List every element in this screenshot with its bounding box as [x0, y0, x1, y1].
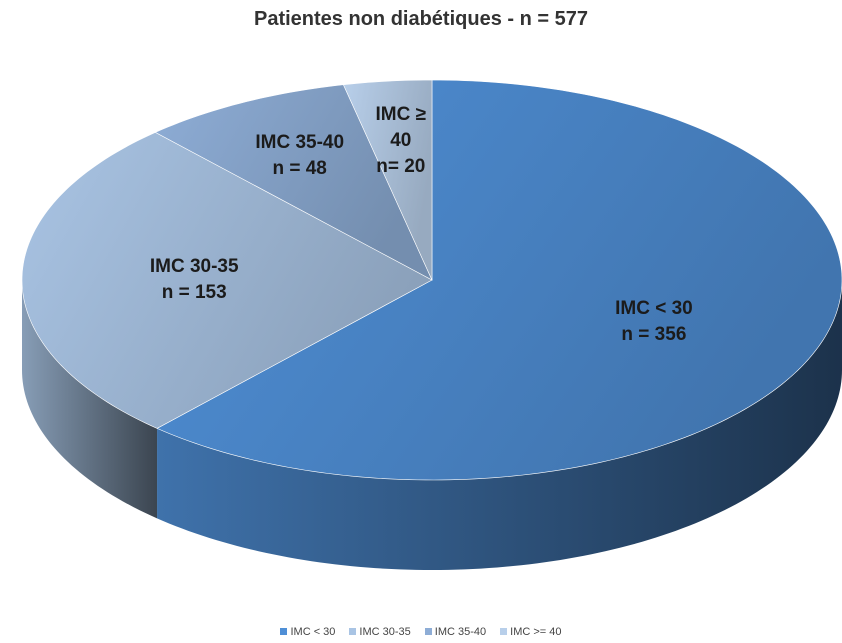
- chart-title: Patientes non diabétiques - n = 577: [254, 8, 588, 30]
- pie-side: [22, 280, 158, 519]
- pie-slice: [156, 79, 842, 481]
- pie-side: [157, 280, 842, 570]
- data-label-name: IMC 35-40: [255, 131, 345, 153]
- legend-label: IMC < 30: [290, 626, 336, 638]
- data-label: IMC 35-40 n = 48: [255, 130, 344, 182]
- data-label: IMC ≥ 40 n= 20: [370, 102, 432, 180]
- legend-item: IMC < 30: [280, 626, 335, 638]
- data-label-name: IMC 30-35: [149, 256, 239, 278]
- legend-label: IMC 30-35: [359, 626, 411, 638]
- legend-label: IMC 35-40: [434, 626, 487, 638]
- data-label-value: n = 48: [272, 157, 327, 179]
- legend: IMC < 30 IMC 30-35 IMC 35-40 IMC >= 40: [0, 626, 842, 638]
- data-label: IMC < 30 n = 356: [615, 296, 693, 348]
- legend-swatch: [500, 628, 508, 635]
- data-label-value: n= 20: [376, 155, 426, 177]
- legend-swatch: [349, 628, 357, 635]
- data-label-name: IMC ≥ 40: [375, 103, 427, 151]
- legend-item: IMC 30-35: [349, 626, 411, 638]
- legend-label: IMC >= 40: [510, 626, 562, 638]
- legend-swatch: [424, 628, 432, 635]
- legend-item: IMC >= 40: [500, 626, 562, 638]
- legend-item: IMC 35-40: [424, 626, 487, 638]
- data-label: IMC 30-35 n = 153: [150, 254, 239, 306]
- data-label-value: n = 356: [621, 323, 687, 345]
- data-label-name: IMC < 30: [615, 297, 693, 319]
- pie-slice: [154, 84, 433, 281]
- pie-slice: [21, 132, 433, 429]
- data-label-value: n = 153: [161, 282, 227, 304]
- pie-slice: [342, 79, 433, 281]
- legend-swatch: [280, 628, 288, 635]
